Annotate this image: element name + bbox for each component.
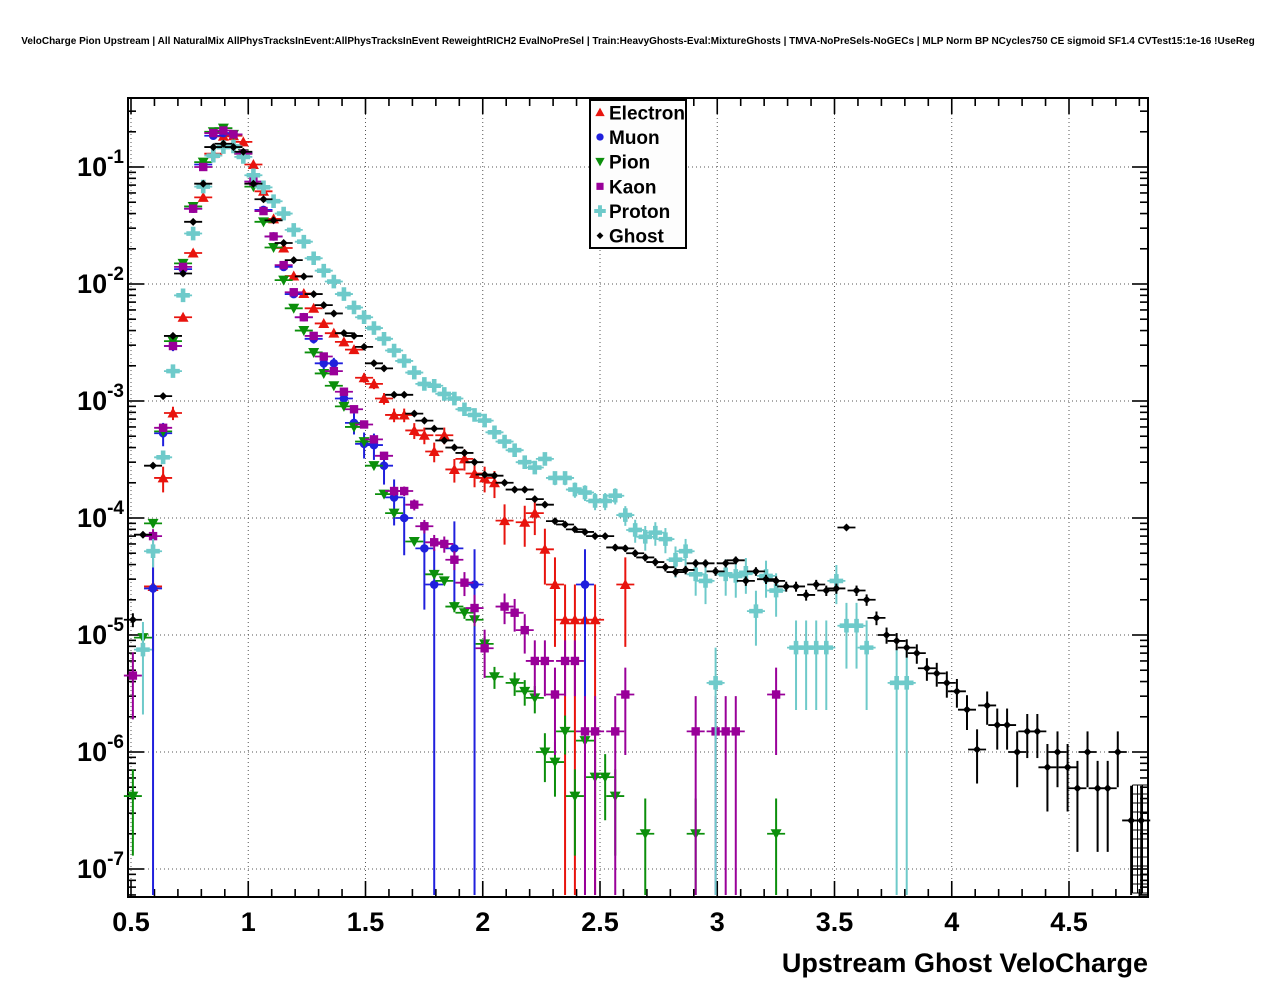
series-muon (144, 128, 594, 895)
x-tick-label: 1.5 (347, 907, 385, 937)
legend-entry-label: Muon (609, 128, 660, 149)
x-tick-label: 0.5 (112, 907, 150, 937)
plot-title: VeloCharge Pion Upstream | All NaturalMi… (21, 36, 1255, 47)
x-tick-label: 3 (710, 907, 725, 937)
y-tick-label: 10-3 (77, 381, 124, 416)
legend-entry-ghost: Ghost (596, 227, 665, 248)
legend-box (589, 99, 687, 249)
plot-frame (127, 97, 1149, 898)
y-tick-label: 10-4 (77, 498, 124, 533)
x-tick-label: 3.5 (816, 907, 854, 937)
legend-entry-label: Proton (609, 202, 670, 223)
legend: Electron Muon Pion Kaon Proton Ghost (589, 99, 687, 249)
series-ghost (123, 139, 1151, 895)
legend-entry-kaon: Kaon (596, 177, 657, 198)
series-kaon (123, 126, 786, 895)
y-tick-label: 10-1 (77, 147, 124, 182)
legend-entry-muon: Muon (596, 128, 660, 149)
axis-ticks (128, 98, 1148, 897)
x-tick-labels: 0.5 1 1.5 2 2.5 3 3.5 4 4.5 (112, 907, 1088, 937)
legend-entry-label: Ghost (609, 227, 665, 248)
x-axis-title: Upstream Ghost VeloCharge (782, 948, 1148, 978)
y-tick-label: 10-7 (77, 849, 124, 884)
x-tick-label: 2.5 (581, 907, 619, 937)
y-tick-label: 10-2 (77, 264, 124, 299)
x-tick-label: 4 (944, 907, 959, 937)
legend-entry-electron: Electron (595, 103, 685, 124)
legend-entry-label: Electron (609, 103, 685, 124)
legend-entry-label: Pion (609, 153, 650, 174)
series-proton (133, 139, 916, 895)
x-tick-label: 4.5 (1050, 907, 1088, 937)
legend-entry-proton: Proton (594, 202, 670, 223)
x-tick-label: 2 (475, 907, 490, 937)
y-tick-labels: 10-1 10-2 10-3 10-4 10-5 10-6 10-7 (77, 147, 124, 884)
legend-entry-label: Kaon (609, 177, 657, 198)
hatch-box (1132, 784, 1148, 894)
legend-entry-pion: Pion (595, 153, 650, 174)
y-tick-label: 10-5 (77, 615, 124, 650)
x-tick-label: 1 (241, 907, 256, 937)
y-tick-label: 10-6 (77, 732, 124, 767)
